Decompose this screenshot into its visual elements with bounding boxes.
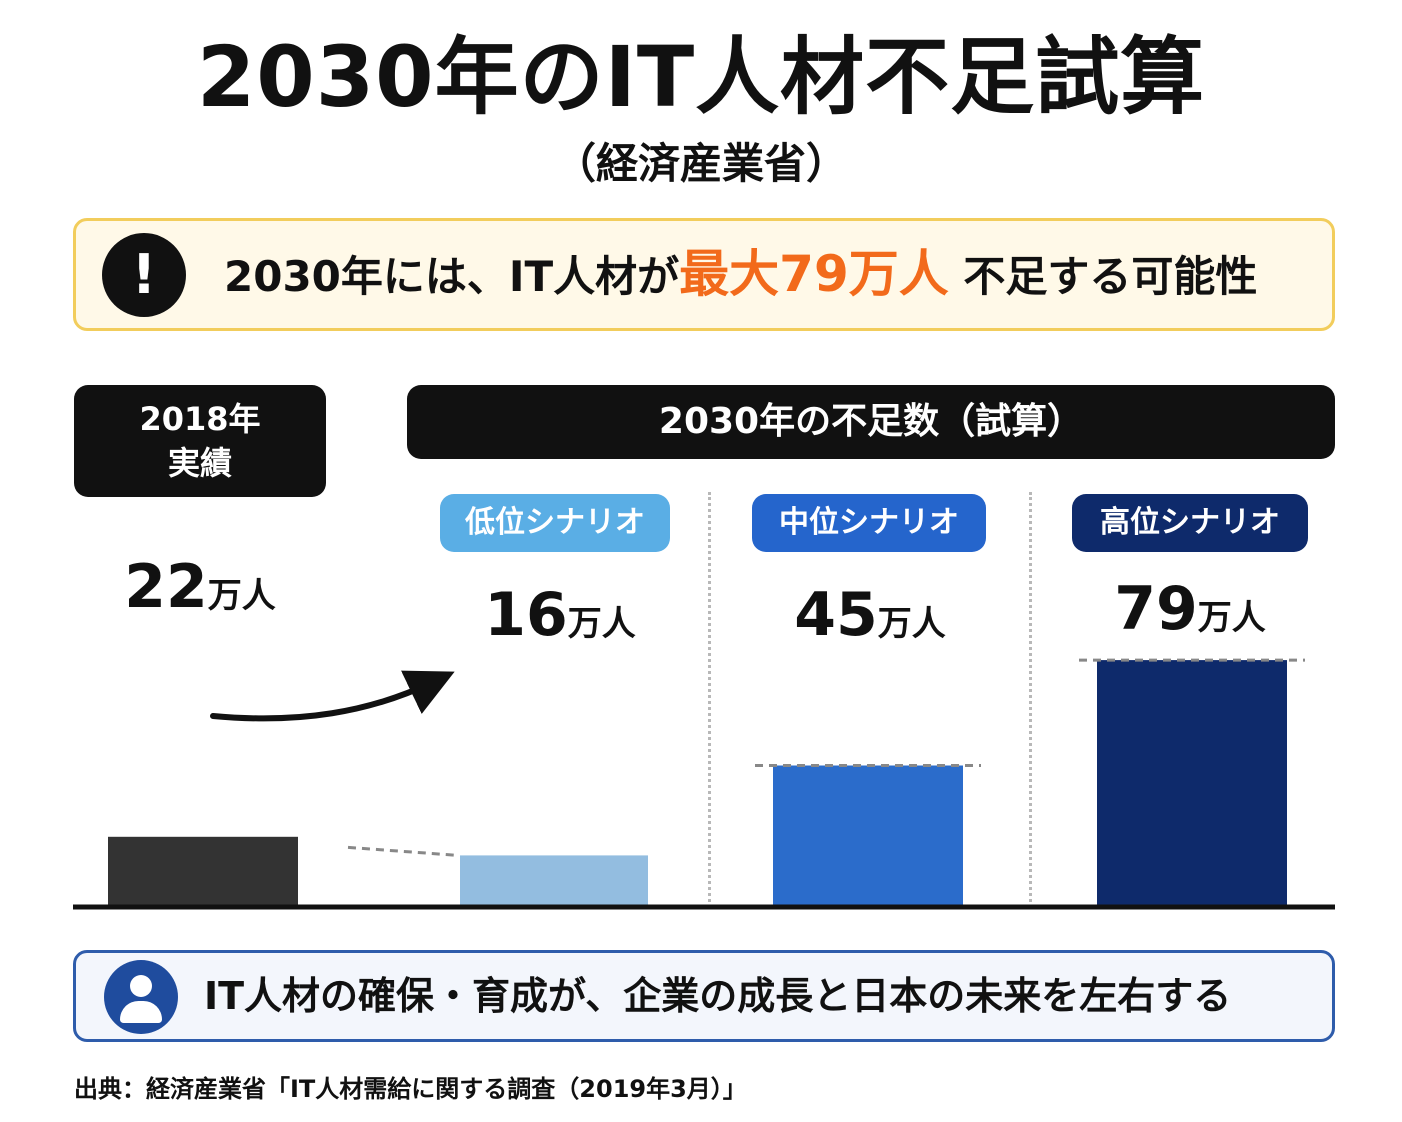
value-number: 79 bbox=[1114, 574, 1198, 644]
value-number: 45 bbox=[794, 580, 878, 650]
bar-mid-scenario bbox=[773, 765, 963, 905]
value-number: 16 bbox=[484, 580, 568, 650]
person-icon bbox=[104, 960, 178, 1034]
alert-text: 2030年には、IT人材が最大79万人 不足する可能性 bbox=[224, 221, 1257, 328]
value-number: 22 bbox=[124, 552, 208, 622]
separator-line bbox=[1029, 492, 1032, 902]
alert-text-after: 不足する可能性 bbox=[963, 252, 1258, 301]
page-title: 2030年のIT人材不足試算 bbox=[196, 28, 1206, 126]
value-unit: 万人 bbox=[567, 604, 636, 644]
header-2030-shortage: 2030年の不足数（試算） bbox=[407, 385, 1335, 459]
value-label-mid: 45万人 bbox=[750, 580, 990, 650]
bar-low-scenario bbox=[460, 855, 648, 905]
scenario-pill-high: 高位シナリオ bbox=[1072, 494, 1308, 552]
header-2018-year: 2018年 bbox=[139, 400, 261, 438]
conclusion-text: IT人材の確保・育成が、企業の成長と日本の未来を左右する bbox=[204, 974, 1232, 1018]
conclusion-banner: IT人材の確保・育成が、企業の成長と日本の未来を左右する bbox=[73, 950, 1335, 1042]
value-label-high: 79万人 bbox=[1070, 574, 1310, 644]
value-unit: 万人 bbox=[877, 604, 946, 644]
source-citation: 出典：経済産業省「IT人材需給に関する調査（2019年3月）」 bbox=[74, 1075, 747, 1103]
separator-line bbox=[708, 492, 711, 902]
bar-2018-actual bbox=[108, 836, 298, 905]
header-2018-label: 実績 bbox=[167, 444, 232, 482]
alert-highlight: 最大79万人 bbox=[679, 245, 949, 303]
page-subtitle: （経済産業省） bbox=[553, 139, 848, 188]
scenario-pill-low: 低位シナリオ bbox=[440, 494, 670, 552]
alert-text-before: 2030年には、IT人材が bbox=[224, 252, 680, 301]
alert-banner: ! 2030年には、IT人材が最大79万人 不足する可能性 bbox=[73, 218, 1335, 331]
value-label-low: 16万人 bbox=[440, 580, 680, 650]
value-unit: 万人 bbox=[207, 576, 276, 616]
exclamation-icon: ! bbox=[102, 233, 186, 317]
trend-arrow bbox=[210, 670, 455, 722]
value-label-2018: 22万人 bbox=[80, 552, 320, 622]
header-2018-actual: 2018年 実績 bbox=[74, 385, 326, 497]
scenario-pill-mid: 中位シナリオ bbox=[752, 494, 986, 552]
value-unit: 万人 bbox=[1197, 598, 1266, 638]
bar-top-marker bbox=[347, 845, 459, 857]
bar-high-scenario bbox=[1097, 660, 1287, 905]
